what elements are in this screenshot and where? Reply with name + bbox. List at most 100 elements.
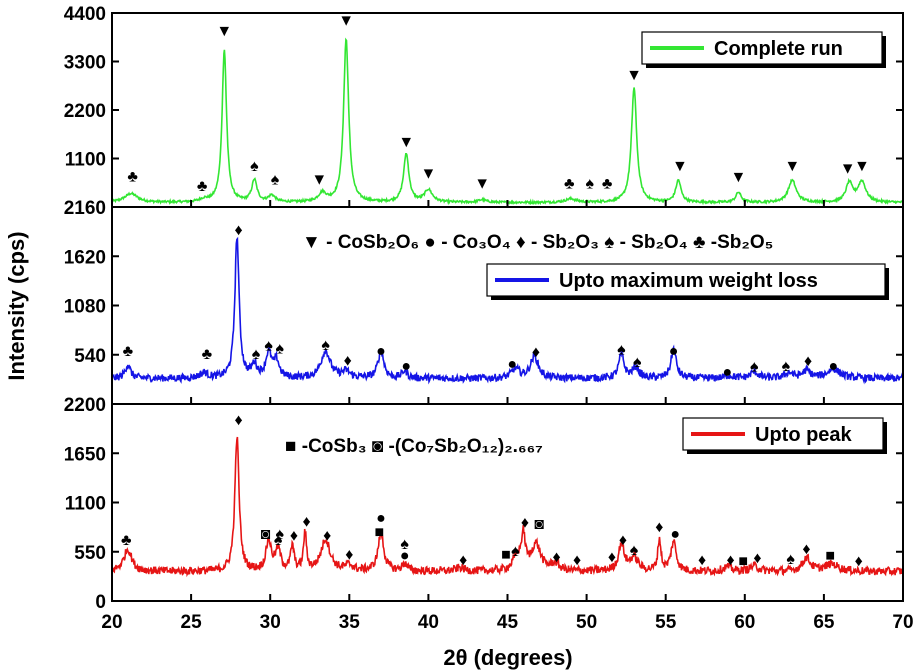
phase-marker: ♠ <box>250 158 259 175</box>
phase-marker: ♣ <box>127 168 138 185</box>
phase-marker: ● <box>376 510 386 527</box>
phase-marker: ♦ <box>521 514 529 531</box>
phase-marker: ♦ <box>552 549 560 566</box>
phase-key-top: ▼ - CoSb₂O₆ ● - Co₃O₄ ♦ - Sb₂O₃ ♠ - Sb₂O… <box>302 232 773 253</box>
phase-key-bottom: ■ -CoSb₃ ◙ -(Co₇Sb₂O₁₂)₂.₆₆₇ <box>285 436 543 457</box>
phase-marker: ▼ <box>854 158 870 175</box>
y-tick-label: 1620 <box>64 247 106 268</box>
x-tick-label: 50 <box>576 612 597 633</box>
phase-marker: ▼ <box>338 13 354 30</box>
phase-marker: ● <box>400 547 410 564</box>
phase-key-glyph: ♠ <box>599 232 614 253</box>
x-tick-label: 65 <box>813 612 835 633</box>
phase-marker: ● <box>507 356 517 373</box>
x-tick-label: 30 <box>260 612 281 633</box>
y-tick-label: 0 <box>95 592 106 613</box>
phase-marker: ♠ <box>271 171 280 188</box>
phase-marker: ♦ <box>855 553 863 570</box>
phase-marker: ♠ <box>511 543 520 560</box>
phase-key-glyph: ● <box>419 232 436 253</box>
phase-marker: ♣ <box>564 175 575 192</box>
phase-marker: ♠ <box>275 526 284 543</box>
phase-marker: ▼ <box>216 23 232 40</box>
y-tick-label: 1100 <box>65 150 106 171</box>
phase-marker: ♦ <box>608 549 616 566</box>
phase-marker: ♦ <box>345 547 353 564</box>
phase-marker: ● <box>829 358 839 375</box>
phase-key-text: ▼ - CoSb₂O₆ ● - Co₃O₄ ♦ - Sb₂O₃ ♠ - Sb₂O… <box>302 232 773 253</box>
phase-marker: ■ <box>825 547 835 564</box>
x-tick-label: 25 <box>181 612 203 633</box>
phase-marker: ♠ <box>782 358 791 375</box>
series-line <box>112 436 903 578</box>
phase-marker: ♣ <box>123 343 134 360</box>
phase-marker: ♠ <box>586 175 595 192</box>
phase-marker: ♣ <box>202 346 213 363</box>
phase-marker: ♦ <box>532 344 540 361</box>
legend-label: Complete run <box>714 38 843 60</box>
phase-key-label: -(Co₇Sb₂O₁₂)₂.₆₆₇ <box>383 436 543 457</box>
phase-marker: ▼ <box>784 158 800 175</box>
phase-key-label: -Sb₂O₅ <box>706 232 774 253</box>
phase-marker: ♠ <box>617 341 626 358</box>
phase-marker: ▼ <box>672 158 688 175</box>
phase-marker: ▼ <box>420 166 436 183</box>
phase-marker: ♦ <box>234 222 242 239</box>
phase-key-label: - Co₃O₄ <box>436 232 511 253</box>
phase-marker: ● <box>723 364 733 381</box>
legend-1: Complete run <box>641 31 886 68</box>
x-axis: 20 25 30 35 40 45 50 55 60 65 70 <box>101 612 913 633</box>
phase-marker: ● <box>376 343 386 360</box>
y-tick-label: 4400 <box>64 4 106 25</box>
phase-key-label: -CoSb₃ <box>296 436 366 457</box>
y-tick-label: 1650 <box>64 444 106 465</box>
phase-marker: ♠ <box>275 340 284 357</box>
y-tick-label: 1100 <box>65 494 106 515</box>
phase-marker: ♦ <box>753 550 761 567</box>
phase-marker: ▼ <box>840 160 856 177</box>
phase-marker: ■ <box>738 553 748 570</box>
phase-marker: ♦ <box>290 528 298 545</box>
phase-marker: ♠ <box>252 346 261 363</box>
phase-marker: ♠ <box>633 354 642 371</box>
phase-marker: ♦ <box>802 541 810 558</box>
phase-marker: ▼ <box>731 169 747 186</box>
phase-marker: ♦ <box>573 552 581 569</box>
phase-marker: ■ <box>501 547 511 564</box>
x-axis-label: 2θ (degrees) <box>443 645 572 670</box>
phase-marker: ♠ <box>630 542 639 559</box>
phase-marker: ♣ <box>197 178 208 195</box>
phase-key-label: - CoSb₂O₆ <box>321 232 419 253</box>
phase-marker: ♦ <box>344 352 352 369</box>
legend-box <box>486 263 886 297</box>
y-tick-label: 2200 <box>64 395 106 416</box>
legend-2: Upto maximum weight loss <box>486 263 889 300</box>
phase-marker: ▼ <box>311 171 327 188</box>
x-tick-label: 55 <box>655 612 677 633</box>
y-tick-label: 2160 <box>64 198 106 219</box>
y-tick-label: 2200 <box>64 101 106 122</box>
phase-marker: ♦ <box>619 532 627 549</box>
y-tick-label: 550 <box>74 543 106 564</box>
phase-marker: ♠ <box>274 532 283 549</box>
phase-marker: ♦ <box>804 353 812 370</box>
phase-marker: ◙ <box>261 526 271 543</box>
phase-marker: ♦ <box>234 412 242 429</box>
phase-marker: ● <box>670 526 680 543</box>
phase-marker: ♣ <box>602 175 613 192</box>
legend-3: Upto peak <box>682 417 887 454</box>
y-axis-label: Intensity (cps) <box>4 231 29 380</box>
x-tick-label: 20 <box>101 612 122 633</box>
phase-marker: ▼ <box>398 134 414 151</box>
phase-marker: ♠ <box>400 536 409 553</box>
phase-key-glyph: ▼ <box>302 232 321 253</box>
phase-key-glyph: ■ <box>285 436 296 457</box>
phase-key-text: ■ -CoSb₃ ◙ -(Co₇Sb₂O₁₂)₂.₆₆₇ <box>285 436 543 457</box>
x-tick-label: 35 <box>339 612 361 633</box>
phase-marker: ▼ <box>474 175 490 192</box>
